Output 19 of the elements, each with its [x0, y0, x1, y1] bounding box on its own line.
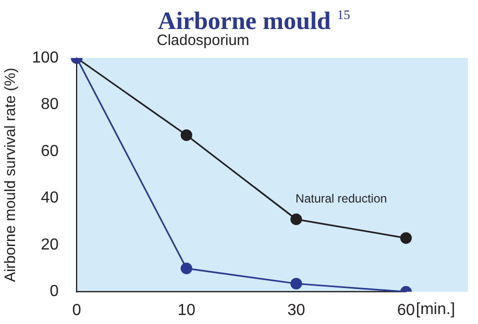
y-axis-title: Airborne mould survival rate (%): [2, 68, 20, 282]
y-tick-label: 80: [40, 96, 59, 114]
point: [180, 262, 192, 274]
point: [290, 214, 302, 226]
series-label: Natural reduction: [296, 192, 387, 206]
x-tick-label: 60: [397, 302, 415, 319]
y-tick-label: 60: [40, 142, 59, 160]
y-tick-label: 20: [40, 236, 59, 254]
x-tick-label: 30: [287, 302, 306, 319]
y-tick-label: 0: [50, 283, 59, 300]
y-tick-label: 40: [40, 190, 59, 207]
x-tick-label: 0: [72, 302, 82, 319]
chart-subtitle: Cladosporium: [156, 32, 250, 50]
y-tick-label: 100: [32, 49, 59, 66]
point: [400, 232, 412, 244]
chart-title: Airborne mould $^{15}$: [156, 6, 352, 35]
x-axis-title: [min.]: [416, 301, 456, 318]
x-tick-label: 10: [178, 302, 196, 319]
point: [290, 278, 302, 290]
